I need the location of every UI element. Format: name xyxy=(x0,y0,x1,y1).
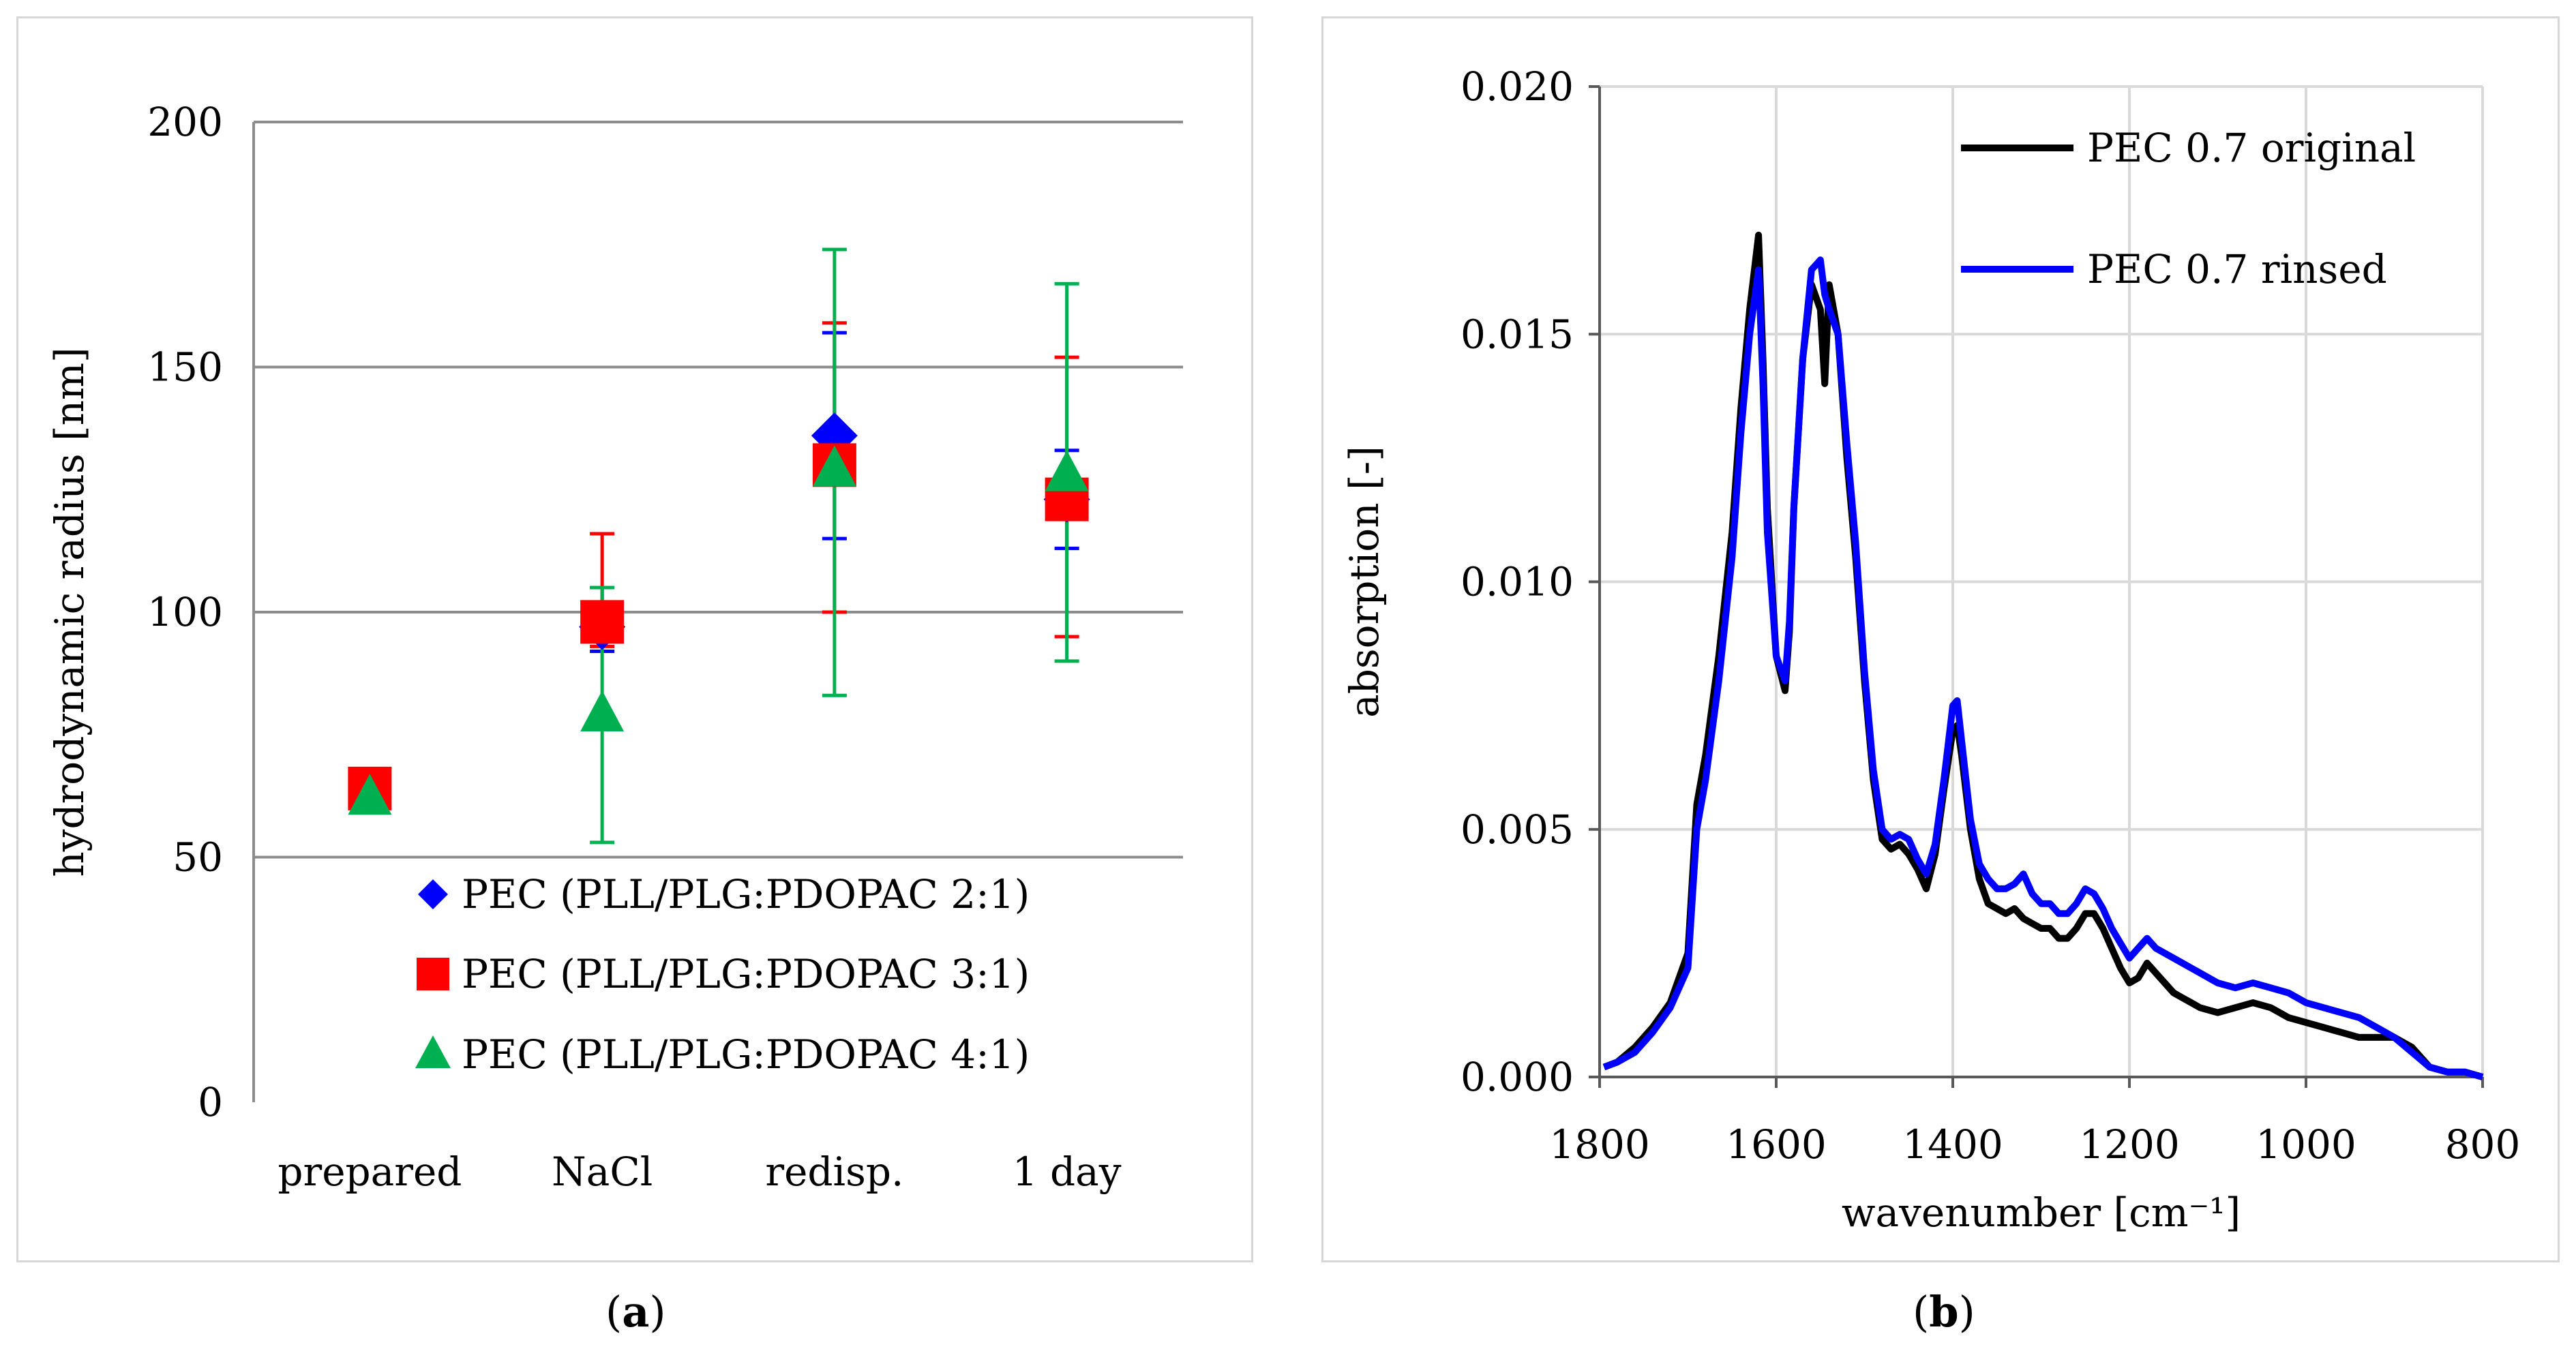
panel-label-a: (a) xyxy=(605,1287,666,1337)
series-line xyxy=(1602,256,2484,1080)
legend-marker-diamond xyxy=(418,879,448,909)
y-tick-label: 50 xyxy=(173,834,223,881)
legend-label: PEC (PLL/PLG:PDOPAC 3:1) xyxy=(462,951,1030,997)
legend-marker-triangle xyxy=(415,1035,451,1068)
x-tick-label: NaCl xyxy=(552,1149,653,1195)
x-tick-label: 800 xyxy=(2445,1121,2521,1168)
data-point-triangle xyxy=(1045,450,1089,491)
legend-label: PEC (PLL/PLG:PDOPAC 4:1) xyxy=(462,1031,1030,1078)
y-tick-label: 0.010 xyxy=(1461,559,1574,605)
data-point-triangle xyxy=(348,774,392,815)
x-tick-label: 1400 xyxy=(1902,1121,2003,1168)
x-tick-label: 1 day xyxy=(1013,1149,1122,1195)
y-tick-label: 100 xyxy=(147,589,223,635)
data-point-square xyxy=(580,600,625,644)
chart-b: 1800 1600 1400 1200 1000 800 0.000 0.005 0.010 0.… xyxy=(1341,63,2521,1236)
y-tick-label: 0.015 xyxy=(1461,311,1574,357)
y-tick-label: 0.000 xyxy=(1461,1054,1574,1100)
x-tick-label: prepared xyxy=(278,1149,462,1195)
data-point-triangle xyxy=(580,690,625,731)
panel-label-b: (b) xyxy=(1913,1287,1975,1337)
x-tick-label: 1200 xyxy=(2079,1121,2180,1168)
y-axis-title: hydrodynamic radius [nm] xyxy=(46,347,93,877)
y-tick-label: 200 xyxy=(147,99,223,145)
legend-label: PEC 0.7 original xyxy=(2087,125,2416,171)
legend-marker-square xyxy=(417,958,449,990)
x-tick-label: redisp. xyxy=(765,1149,903,1195)
panel-label-b-text: b xyxy=(1929,1287,1959,1337)
chart-a: 0 50 100 150 200 prepared NaCl redisp. 1 day hydr… xyxy=(46,99,1183,1195)
panel-label-a-text: a xyxy=(622,1287,650,1337)
x-tick-label: 1600 xyxy=(1726,1121,1827,1168)
series-line xyxy=(1602,231,2484,1080)
y-tick-label: 0 xyxy=(198,1079,223,1125)
y-tick-label: 150 xyxy=(147,344,223,391)
x-tick-label: 1000 xyxy=(2256,1121,2356,1168)
y-tick-label: 0.020 xyxy=(1461,63,1574,110)
panel-a: 0 50 100 150 200 prepared NaCl redisp. 1 day hydr… xyxy=(16,16,1253,1262)
y-axis-title: absorption [-] xyxy=(1341,446,1388,718)
legend-label: PEC (PLL/PLG:PDOPAC 2:1) xyxy=(462,871,1030,917)
data-point-triangle xyxy=(812,445,856,487)
x-tick-label: 1800 xyxy=(1549,1121,1650,1168)
legend-label: PEC 0.7 rinsed xyxy=(2087,246,2387,292)
panel-b: 1800 1600 1400 1200 1000 800 0.000 0.005 0.010 0.… xyxy=(1321,16,2560,1262)
y-tick-label: 0.005 xyxy=(1461,806,1574,853)
x-axis-title: wavenumber [cm⁻¹] xyxy=(1842,1189,2241,1236)
